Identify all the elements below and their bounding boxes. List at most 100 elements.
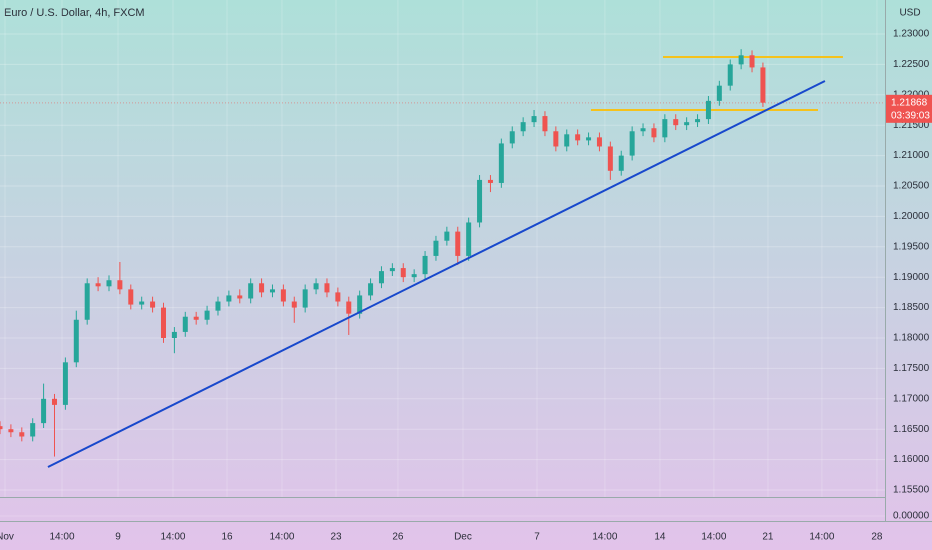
y-tick-label: 1.19500 xyxy=(893,241,930,252)
candle-body xyxy=(346,301,352,314)
y-tick-label: 1.21000 xyxy=(893,150,930,161)
x-tick-label: 14:00 xyxy=(160,532,185,543)
x-tick-label: 9 xyxy=(115,532,121,543)
candle-body xyxy=(215,301,221,311)
candle-body xyxy=(248,283,254,299)
candle-body xyxy=(509,131,515,144)
candle-body xyxy=(684,122,690,126)
candle-body xyxy=(695,119,701,123)
trend-line xyxy=(47,80,826,468)
candle-body xyxy=(433,240,439,256)
candle-body xyxy=(673,119,679,126)
y-tick-label: 1.20000 xyxy=(893,211,930,222)
candle-body xyxy=(106,280,112,287)
candle-body xyxy=(30,423,36,437)
candle-body xyxy=(727,64,733,86)
x-tick-label: 7 xyxy=(534,532,540,543)
last-price-tag xyxy=(886,94,932,123)
x-tick-label: 21 xyxy=(762,532,774,543)
y-tick-label: 1.19000 xyxy=(893,272,930,283)
candle-body xyxy=(128,289,134,305)
y-tick-label: 1.15500 xyxy=(893,485,930,496)
candle-body xyxy=(95,283,101,287)
candle-body xyxy=(62,362,68,405)
candle-body xyxy=(335,292,341,302)
candle-body xyxy=(705,100,711,120)
candle-body xyxy=(422,255,428,275)
candle-body xyxy=(291,301,297,308)
candle-body xyxy=(760,67,766,103)
candle-body xyxy=(607,146,613,171)
x-tick-label: Dec xyxy=(454,532,472,543)
candle-body xyxy=(498,143,504,183)
candle-body xyxy=(51,398,57,405)
candle-body xyxy=(389,268,395,272)
candle-body xyxy=(618,155,624,171)
candle-body xyxy=(738,55,744,65)
candle-body xyxy=(542,116,548,132)
candle-body xyxy=(269,289,275,293)
y-tick-label: 1.18000 xyxy=(893,333,930,344)
candle-body xyxy=(662,119,668,138)
candle-body xyxy=(324,283,330,293)
candle-body xyxy=(640,128,646,132)
candle-body xyxy=(150,301,156,308)
x-tick-label: 16 xyxy=(221,532,233,543)
candle-body xyxy=(193,316,199,320)
candle-body xyxy=(160,307,166,339)
candle-body xyxy=(357,295,363,314)
x-tick-label: 26 xyxy=(392,532,404,543)
lower-pane-tick-label: 0.00000 xyxy=(893,511,930,522)
candle-body xyxy=(444,231,450,241)
y-tick-label: 1.18500 xyxy=(893,302,930,313)
candle-body xyxy=(280,289,286,302)
candle-body xyxy=(455,231,461,256)
candle-body xyxy=(117,280,123,290)
candle-body xyxy=(564,134,570,147)
candle-body xyxy=(749,55,755,68)
y-tick-label: 1.20500 xyxy=(893,181,930,192)
candle-body xyxy=(553,131,559,147)
candle-body xyxy=(596,137,602,147)
candle-body xyxy=(139,301,145,305)
currency-label: USD xyxy=(899,8,920,19)
chart-title: Euro / U.S. Dollar, 4h, FXCM xyxy=(4,7,145,19)
candle-body xyxy=(466,222,472,256)
candle-body xyxy=(586,137,592,141)
candle-body xyxy=(171,331,177,339)
candle-body xyxy=(629,131,635,156)
candle-body xyxy=(84,283,90,320)
candle-body xyxy=(520,122,526,132)
candle-body xyxy=(368,283,374,296)
y-tick-label: 1.16000 xyxy=(893,454,930,465)
x-tick-label: 23 xyxy=(330,532,342,543)
candle-body xyxy=(226,295,232,302)
candle-body xyxy=(531,116,537,123)
y-tick-label: 1.17000 xyxy=(893,393,930,404)
candle-body xyxy=(313,283,319,290)
candle-body xyxy=(378,271,384,284)
x-tick-label: 14 xyxy=(654,532,666,543)
x-tick-label: 14:00 xyxy=(49,532,74,543)
candle-body xyxy=(477,179,483,223)
candle-body xyxy=(19,432,25,437)
y-tick-label: 1.16500 xyxy=(893,424,930,435)
y-tick-label: 1.22500 xyxy=(893,59,930,70)
y-tick-label: 1.23000 xyxy=(893,29,930,40)
x-tick-label: 14:00 xyxy=(592,532,617,543)
candle-body xyxy=(411,274,417,278)
candle-body xyxy=(487,179,493,183)
candle-body xyxy=(204,310,210,320)
candle-body xyxy=(575,134,581,141)
candle-body xyxy=(716,85,722,101)
x-tick-label: 14:00 xyxy=(701,532,726,543)
candle-body xyxy=(8,429,14,433)
candle-body xyxy=(41,398,47,424)
countdown-label: 03:39:03 xyxy=(891,110,930,121)
x-tick-label: Nov xyxy=(0,532,14,543)
candle-body xyxy=(400,268,406,278)
x-tick-label: 28 xyxy=(871,532,883,543)
